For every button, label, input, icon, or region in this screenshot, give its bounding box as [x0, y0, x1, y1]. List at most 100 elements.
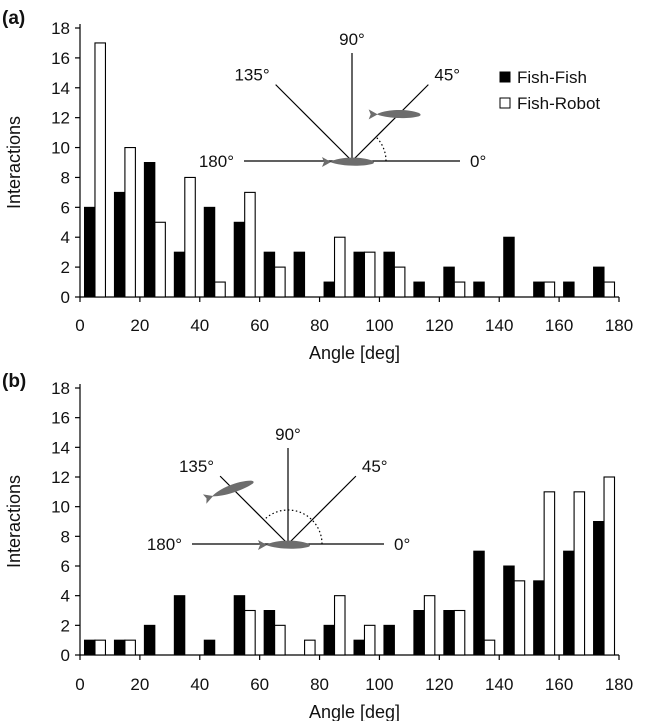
y-tick-label: 14: [51, 79, 70, 98]
y-tick-label: 8: [61, 168, 70, 187]
bar-fish-robot: [244, 191, 256, 298]
bar-fish-fish: [173, 595, 186, 656]
y-tick-label: 12: [51, 468, 70, 487]
angle-label-135: 135°: [234, 66, 269, 85]
bar-fish-robot: [393, 266, 406, 298]
bar-fish-fish: [203, 639, 216, 656]
bar-fish-robot: [453, 609, 466, 656]
x-tick-label: 140: [485, 316, 513, 335]
legend-label-fish-robot: Fish-Robot: [517, 94, 600, 113]
x-axis-title: Angle [deg]: [309, 702, 400, 721]
bar-fish-robot: [333, 595, 346, 656]
x-tick-label: 120: [425, 675, 453, 694]
center-fish: [322, 157, 374, 167]
bar-fish-fish: [533, 281, 545, 298]
y-tick-label: 2: [61, 258, 70, 277]
center-fish-body: [330, 157, 374, 166]
x-tick-label: 20: [130, 675, 149, 694]
angle-label-90: 90°: [275, 425, 301, 444]
bar-fish-fish: [593, 266, 605, 298]
x-tick-label: 140: [485, 675, 513, 694]
angle-label-135: 135°: [179, 457, 214, 476]
bar-fish-fish: [563, 281, 575, 298]
y-tick-label: 4: [61, 587, 70, 606]
bar-fish-fish: [503, 236, 515, 298]
neighbour-fish: [202, 480, 254, 504]
panel-label: (b): [2, 371, 26, 392]
bar-fish-robot: [483, 639, 496, 656]
center-fish-body: [266, 540, 310, 549]
bar-fish-fish: [203, 206, 216, 298]
x-tick-label: 40: [190, 316, 209, 335]
bar-fish-robot: [244, 609, 256, 656]
bar-fish-robot: [333, 236, 346, 298]
bar-fish-robot: [124, 147, 136, 298]
angle-label-180: 180°: [147, 535, 182, 554]
bar-fish-fish: [233, 221, 246, 298]
bar-fish-fish: [113, 639, 126, 656]
bar-fish-robot: [453, 281, 466, 298]
y-tick-label: 6: [61, 557, 70, 576]
bar-fish-fish: [473, 550, 485, 656]
bar-fish-fish: [353, 639, 365, 656]
bar-fish-robot: [94, 42, 107, 298]
bar-fish-fish: [113, 191, 126, 298]
bar-fish-robot: [603, 476, 616, 656]
x-tick-label: 120: [425, 316, 453, 335]
y-axis-title: Interactions: [4, 116, 24, 209]
angle-inset: 0° 45° 90° 135° 180°: [199, 30, 486, 171]
y-tick-label: 10: [51, 139, 70, 158]
bar-fish-fish: [323, 281, 336, 298]
angle-label-0: 0°: [394, 535, 410, 554]
bar-fish-fish: [593, 521, 605, 656]
bar-fish-fish: [143, 162, 156, 298]
bar-fish-robot: [154, 221, 166, 298]
y-tick-label: 18: [51, 19, 70, 38]
bar-fish-robot: [363, 624, 376, 656]
bar-fish-fish: [173, 251, 186, 298]
angle-label-90: 90°: [339, 30, 365, 49]
x-tick-label: 180: [605, 316, 633, 335]
bar-fish-fish: [563, 550, 575, 656]
bar-fish-robot: [214, 281, 226, 298]
ray-45: [287, 475, 357, 545]
y-tick-label: 16: [51, 409, 70, 428]
x-tick-label: 100: [365, 316, 393, 335]
neighbour-fish-tail: [368, 109, 378, 120]
bar-fish-fish: [413, 281, 425, 298]
bar-fish-fish: [233, 595, 246, 656]
bar-fish-fish: [353, 251, 365, 298]
neighbour-fish-tail: [202, 494, 214, 504]
bar-fish-fish: [293, 251, 306, 298]
angle-label-0: 0°: [470, 152, 486, 171]
bar-fish-fish: [473, 281, 485, 298]
x-tick-label: 80: [310, 316, 329, 335]
bar-fish-robot: [573, 491, 586, 656]
center-fish: [258, 540, 310, 550]
y-tick-label: 0: [61, 646, 70, 665]
x-tick-label: 160: [545, 316, 573, 335]
center-fish-tail: [322, 157, 331, 167]
bar-fish-fish: [83, 206, 96, 298]
x-tick-label: 40: [190, 675, 209, 694]
y-tick-label: 14: [51, 438, 70, 457]
x-tick-label: 20: [130, 316, 149, 335]
y-tick-label: 0: [61, 288, 70, 307]
x-tick-label: 80: [310, 675, 329, 694]
bar-fish-robot: [543, 281, 556, 298]
ray-45: [351, 84, 429, 162]
bar-fish-robot: [513, 580, 526, 656]
x-tick-label: 160: [545, 675, 573, 694]
neighbour-fish-body: [212, 480, 254, 497]
bar-fish-robot: [603, 281, 616, 298]
bar-fish-fish: [143, 624, 156, 656]
angle-inset: 0° 45° 90° 135° 180°: [147, 425, 410, 554]
bar-fish-fish: [503, 565, 515, 656]
y-axis-title: Interactions: [4, 475, 24, 568]
angle-label-45: 45°: [434, 66, 460, 85]
y-tick-label: 10: [51, 498, 70, 517]
panel-label: (a): [2, 8, 25, 29]
legend-label-fish-fish: Fish-Fish: [517, 68, 587, 87]
